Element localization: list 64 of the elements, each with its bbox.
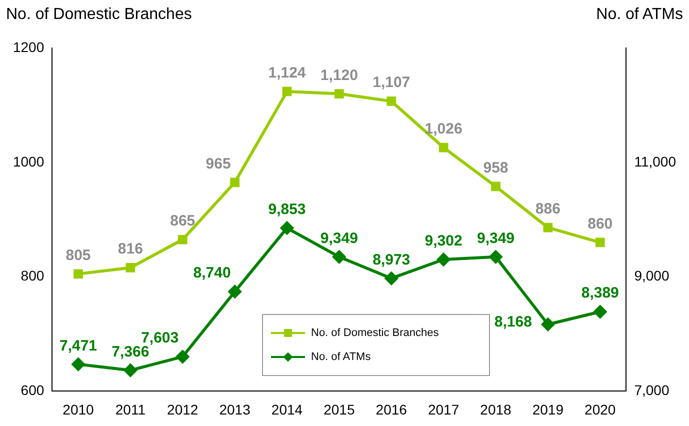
data-label: 8,168 (494, 313, 532, 330)
point (282, 86, 292, 96)
y-tick-label: 600 (20, 382, 44, 398)
data-label: 1,124 (268, 64, 306, 82)
data-label: 860 (588, 215, 613, 232)
point (594, 305, 607, 318)
point (541, 318, 554, 331)
y2-axis-title: No. of ATMs (596, 6, 683, 24)
point (280, 222, 294, 235)
data-label: 8,389 (581, 284, 619, 302)
point (124, 364, 137, 377)
point (437, 253, 450, 266)
x-tick-label: 2017 (428, 401, 460, 418)
point (230, 178, 240, 188)
x-tick-label: 2010 (62, 401, 94, 418)
x-tick-label: 2012 (167, 401, 198, 418)
data-label: 1,026 (424, 120, 462, 138)
point (491, 182, 500, 192)
point (595, 238, 605, 248)
y2-tick-label: 11,000 (634, 153, 676, 170)
y-tick-label: 800 (20, 268, 44, 284)
point (386, 96, 396, 106)
data-label: 1,107 (372, 74, 410, 92)
data-label: 8,973 (372, 251, 410, 268)
y2-tick-label: 7,000 (634, 382, 670, 398)
x-tick-label: 2015 (324, 401, 355, 418)
point (332, 250, 346, 264)
data-label: 9,853 (268, 201, 306, 218)
data-label: 965 (206, 155, 231, 172)
data-label: 805 (66, 246, 91, 264)
y2-tick-label: 9,000 (634, 268, 670, 284)
x-tick-label: 2018 (480, 401, 512, 418)
legend-label: No. of Domestic Branches (311, 327, 439, 339)
point (489, 250, 502, 264)
data-label: 886 (535, 200, 560, 218)
x-tick-label: 2019 (532, 401, 564, 418)
point (384, 272, 398, 285)
x-tick-label: 2011 (115, 401, 146, 418)
y-tick-label: 1200 (12, 38, 44, 55)
point (228, 285, 242, 298)
data-label: 9,349 (320, 230, 358, 247)
point (543, 222, 553, 232)
y-tick-label: 1000 (12, 153, 44, 170)
y-axis-title: No. of Domestic Branches (6, 6, 192, 24)
data-label: 7,471 (59, 337, 98, 354)
legend-label: No. of ATMs (311, 351, 371, 363)
data-label: 9,302 (424, 232, 462, 250)
point (334, 89, 344, 98)
data-label: 9,349 (476, 230, 515, 247)
point (126, 262, 136, 272)
x-tick-label: 2016 (376, 401, 408, 418)
point (438, 142, 448, 152)
data-label: 8,740 (193, 264, 231, 282)
point (74, 269, 83, 279)
x-tick-label: 2014 (271, 401, 303, 418)
x-tick-label: 2020 (584, 401, 616, 418)
data-label: 865 (170, 212, 196, 230)
data-label: 816 (118, 240, 143, 258)
point (178, 234, 188, 244)
data-label: 958 (483, 159, 508, 176)
point (176, 350, 190, 364)
point (72, 358, 85, 371)
data-label: 1,120 (320, 66, 358, 84)
x-tick-label: 2013 (219, 401, 251, 418)
